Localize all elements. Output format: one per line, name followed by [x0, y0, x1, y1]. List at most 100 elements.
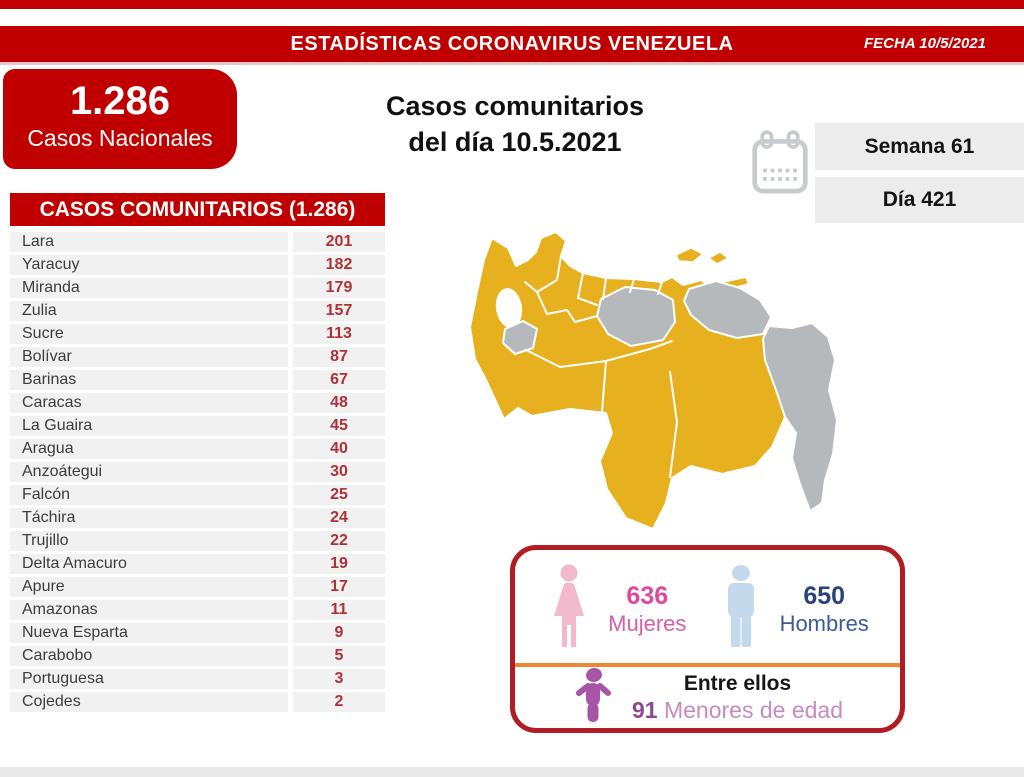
state-name: Zulia — [10, 301, 288, 321]
table-row: Miranda 179 — [10, 278, 385, 298]
state-name: Delta Amacuro — [10, 554, 288, 574]
day-badge: Día 421 — [815, 177, 1024, 223]
state-name: La Guaira — [10, 416, 288, 436]
state-name: Falcón — [10, 485, 288, 505]
state-name: Yaracuy — [10, 255, 288, 275]
table-row: Sucre 113 — [10, 324, 385, 344]
state-name: Lara — [10, 232, 288, 252]
map-gray-northeast — [683, 280, 772, 339]
state-name: Táchira — [10, 508, 288, 528]
state-cases-value: 25 — [293, 485, 385, 505]
cases-table-header: CASOS COMUNITARIOS (1.286) — [10, 193, 385, 226]
national-cases-label: Casos Nacionales — [27, 125, 213, 151]
state-name: Caracas — [10, 393, 288, 413]
top-red-strip — [0, 0, 1024, 9]
table-row: Carabobo 5 — [10, 646, 385, 666]
state-cases-value: 182 — [293, 255, 385, 275]
state-cases-value: 113 — [293, 324, 385, 344]
gender-stats-box: 636 Mujeres 650 Hombres — [510, 545, 905, 733]
map-gray-west — [502, 320, 538, 355]
orange-divider — [515, 663, 900, 667]
table-row: Caracas 48 — [10, 393, 385, 413]
table-row: Delta Amacuro 19 — [10, 554, 385, 574]
minors-text: Entre ellos 91 Menores de edad — [632, 671, 843, 724]
male-text: 650 Hombres — [780, 581, 869, 637]
state-name: Amazonas — [10, 600, 288, 620]
state-cases-value: 2 — [293, 692, 385, 712]
table-row: Táchira 24 — [10, 508, 385, 528]
table-row: Zulia 157 — [10, 301, 385, 321]
state-cases-value: 22 — [293, 531, 385, 551]
state-cases-value: 17 — [293, 577, 385, 597]
table-row: Apure 17 — [10, 577, 385, 597]
minors-line: 91 Menores de edad — [632, 696, 843, 724]
state-name: Bolívar — [10, 347, 288, 367]
table-row: Falcón 25 — [10, 485, 385, 505]
male-count: 650 — [803, 581, 846, 610]
gender-row: 636 Mujeres 650 Hombres — [515, 550, 900, 663]
state-cases-value: 40 — [293, 439, 385, 459]
header-banner: ESTADÍSTICAS CORONAVIRUS VENEZUELA FECHA… — [0, 26, 1024, 62]
male-group: 650 Hombres — [718, 564, 869, 653]
female-group: 636 Mujeres — [546, 564, 686, 653]
map-islands — [674, 247, 730, 265]
table-row: Amazonas 11 — [10, 600, 385, 620]
banner-date: FECHA 10/5/2021 — [863, 35, 986, 52]
table-row: Trujillo 22 — [10, 531, 385, 551]
state-cases-value: 3 — [293, 669, 385, 689]
venezuela-map — [420, 222, 940, 540]
bottom-gray-strip — [0, 767, 1024, 777]
minors-row: Entre ellos 91 Menores de edad — [515, 667, 900, 728]
state-name: Portuguesa — [10, 669, 288, 689]
state-cases-value: 157 — [293, 301, 385, 321]
state-name: Anzoátegui — [10, 462, 288, 482]
minors-count: 91 — [632, 697, 658, 723]
map-lake — [495, 288, 523, 328]
child-icon — [572, 667, 612, 728]
map-gray-center — [596, 286, 676, 347]
state-cases-value: 179 — [293, 278, 385, 298]
state-name: Barinas — [10, 370, 288, 390]
state-cases-value: 67 — [293, 370, 385, 390]
page-title: Casos comunitarios del día 10.5.2021 — [335, 88, 695, 160]
state-name: Nueva Esparta — [10, 623, 288, 643]
calendar-icon — [750, 129, 810, 197]
state-cases-value: 24 — [293, 508, 385, 528]
table-row: Bolívar 87 — [10, 347, 385, 367]
state-name: Carabobo — [10, 646, 288, 666]
state-name: Cojedes — [10, 692, 288, 712]
cases-table-rows: Lara 201 Yaracuy 182 Miranda 179 Zulia 157 Sucre… — [10, 232, 385, 712]
female-count: 636 — [626, 581, 669, 610]
table-row: Barinas 67 — [10, 370, 385, 390]
minors-prefix: Entre ellos — [683, 672, 792, 695]
table-row: Portuguesa 3 — [10, 669, 385, 689]
state-cases-value: 201 — [293, 232, 385, 252]
state-cases-value: 9 — [293, 623, 385, 643]
banner-title: ESTADÍSTICAS CORONAVIRUS VENEZUELA — [290, 33, 734, 55]
state-name: Miranda — [10, 278, 288, 298]
table-row: La Guaira 45 — [10, 416, 385, 436]
state-cases-value: 19 — [293, 554, 385, 574]
week-badge: Semana 61 — [815, 123, 1024, 170]
national-cases-value: 1.286 — [69, 79, 171, 123]
page-title-line1: Casos comunitarios — [385, 91, 645, 121]
page-title-line2: del día 10.5.2021 — [408, 127, 622, 157]
state-cases-value: 30 — [293, 462, 385, 482]
state-cases-value: 48 — [293, 393, 385, 413]
national-cases-box: 1.286 Casos Nacionales — [3, 69, 237, 169]
state-cases-value: 5 — [293, 646, 385, 666]
state-cases-value: 11 — [293, 600, 385, 620]
state-cases-value: 45 — [293, 416, 385, 436]
map-gray-east — [762, 322, 838, 512]
state-name: Trujillo — [10, 531, 288, 551]
table-row: Lara 201 — [10, 232, 385, 252]
state-cases-value: 87 — [293, 347, 385, 367]
female-label: Mujeres — [608, 610, 687, 636]
female-text: 636 Mujeres — [608, 581, 686, 637]
state-name: Sucre — [10, 324, 288, 344]
state-name: Apure — [10, 577, 288, 597]
table-row: Yaracuy 182 — [10, 255, 385, 275]
state-name: Aragua — [10, 439, 288, 459]
table-row: Nueva Esparta 9 — [10, 623, 385, 643]
